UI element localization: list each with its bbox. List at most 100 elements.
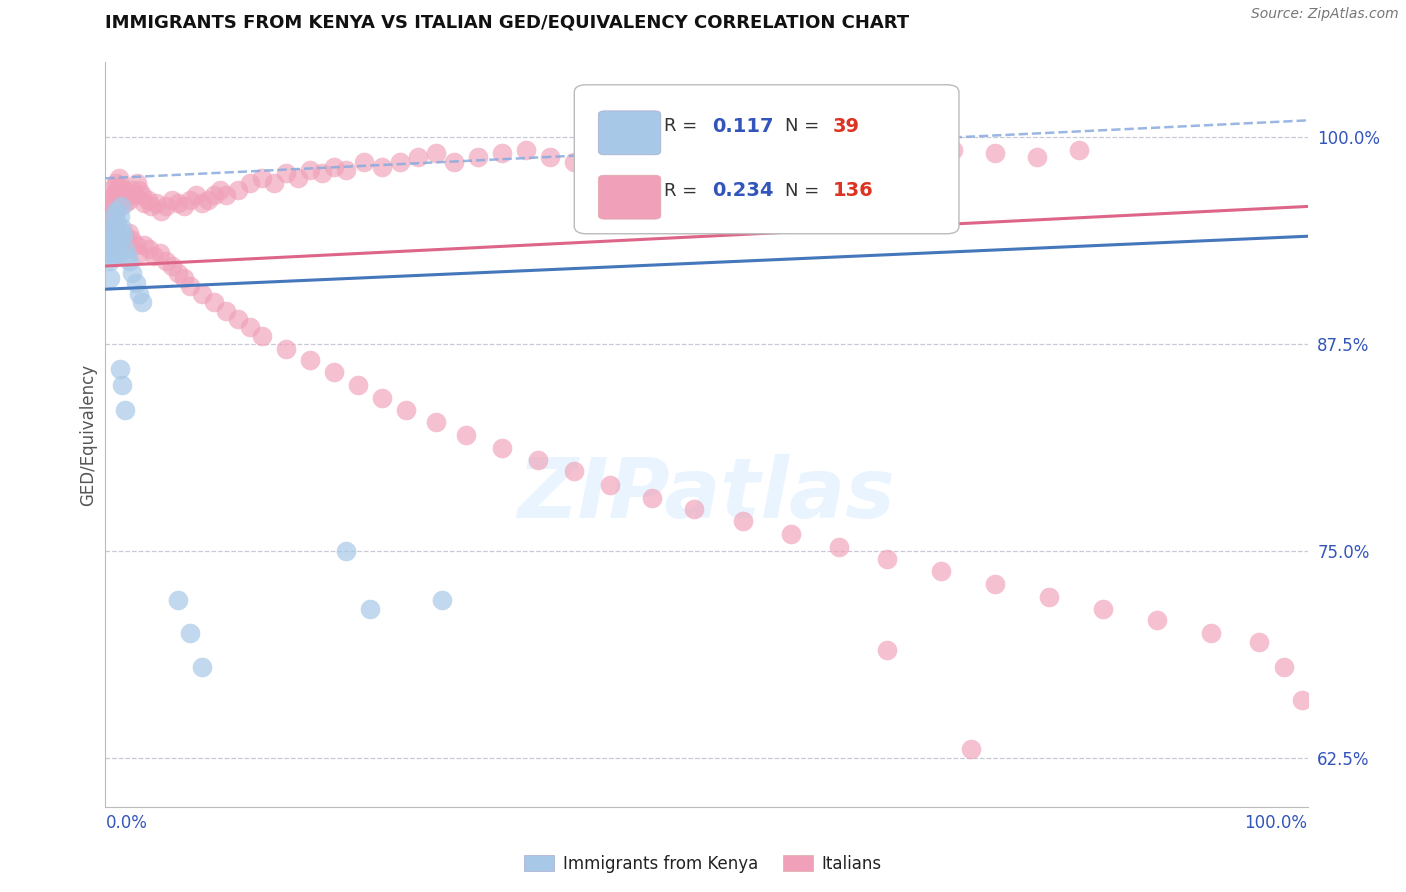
Point <box>101 204 124 219</box>
Point <box>197 193 219 207</box>
Point <box>1201 626 1223 640</box>
Text: IMMIGRANTS FROM KENYA VS ITALIAN GED/EQUIVALENCY CORRELATION CHART: IMMIGRANTS FROM KENYA VS ITALIAN GED/EQU… <box>105 13 910 31</box>
Text: 0.117: 0.117 <box>713 117 775 136</box>
Point <box>1069 143 1091 157</box>
Point <box>160 193 183 207</box>
Point <box>683 502 706 516</box>
Point <box>214 187 236 202</box>
Point <box>100 212 122 227</box>
Point <box>929 564 952 578</box>
Point <box>491 146 513 161</box>
Point <box>593 146 616 161</box>
Point <box>335 163 357 178</box>
Point <box>108 187 131 202</box>
Point <box>128 245 150 260</box>
Point <box>311 166 333 180</box>
Point <box>132 237 155 252</box>
Point <box>226 312 249 326</box>
Point <box>111 378 134 392</box>
Point <box>876 643 898 657</box>
Point <box>101 187 124 202</box>
Point <box>118 193 141 207</box>
FancyBboxPatch shape <box>574 85 959 234</box>
Point <box>641 491 664 505</box>
Point <box>984 576 1007 591</box>
Point <box>112 183 135 197</box>
Point <box>491 441 513 455</box>
Point <box>136 193 159 207</box>
Point <box>1146 613 1168 627</box>
Point <box>108 233 131 247</box>
Point <box>1272 659 1295 673</box>
Point <box>454 428 477 442</box>
Point <box>1249 634 1271 648</box>
Point <box>250 171 273 186</box>
Point <box>731 514 754 528</box>
Point <box>388 154 411 169</box>
Point <box>696 146 718 161</box>
Point <box>347 378 370 392</box>
Point <box>112 229 135 244</box>
Text: 0.234: 0.234 <box>713 181 775 201</box>
Point <box>942 143 965 157</box>
Point <box>145 196 167 211</box>
Point <box>103 179 125 194</box>
Point <box>105 226 128 240</box>
Point <box>107 183 129 197</box>
Point <box>166 266 188 280</box>
Point <box>900 150 922 164</box>
Point <box>371 392 394 406</box>
Point <box>98 270 121 285</box>
Text: N =: N = <box>785 182 825 200</box>
Point <box>108 226 131 240</box>
Point <box>107 171 129 186</box>
Point <box>110 179 132 194</box>
Point <box>263 176 285 190</box>
Point <box>128 287 150 301</box>
Point <box>108 210 131 224</box>
Text: 0.0%: 0.0% <box>105 814 148 831</box>
Point <box>124 237 146 252</box>
Point <box>142 249 165 263</box>
Point <box>111 193 134 207</box>
Point <box>121 233 143 247</box>
Point <box>118 226 141 240</box>
Point <box>359 601 381 615</box>
Point <box>562 464 585 478</box>
Point <box>467 150 489 164</box>
Point <box>173 199 195 213</box>
Point <box>430 593 453 607</box>
Point <box>107 233 129 247</box>
Point <box>179 193 201 207</box>
Point <box>101 221 124 235</box>
Point <box>118 254 141 268</box>
Point <box>527 452 550 467</box>
Point <box>202 295 225 310</box>
Point <box>107 199 129 213</box>
Point <box>208 183 231 197</box>
Point <box>121 266 143 280</box>
Point <box>124 187 146 202</box>
Point <box>876 552 898 566</box>
Point <box>114 229 136 244</box>
Point <box>111 237 134 252</box>
Point <box>654 150 676 164</box>
Point <box>828 541 851 555</box>
Point <box>250 328 273 343</box>
Point <box>792 160 814 174</box>
Point <box>110 199 132 213</box>
Point <box>107 216 129 230</box>
Point <box>121 183 143 197</box>
Point <box>131 295 153 310</box>
Point <box>863 154 886 169</box>
Point <box>425 146 447 161</box>
Point <box>148 245 170 260</box>
Point <box>103 210 125 224</box>
Point <box>599 477 621 491</box>
Point <box>239 320 262 334</box>
Point <box>101 249 124 263</box>
Point <box>105 221 128 235</box>
Point <box>115 233 138 247</box>
Point <box>755 154 778 169</box>
Point <box>98 216 121 230</box>
